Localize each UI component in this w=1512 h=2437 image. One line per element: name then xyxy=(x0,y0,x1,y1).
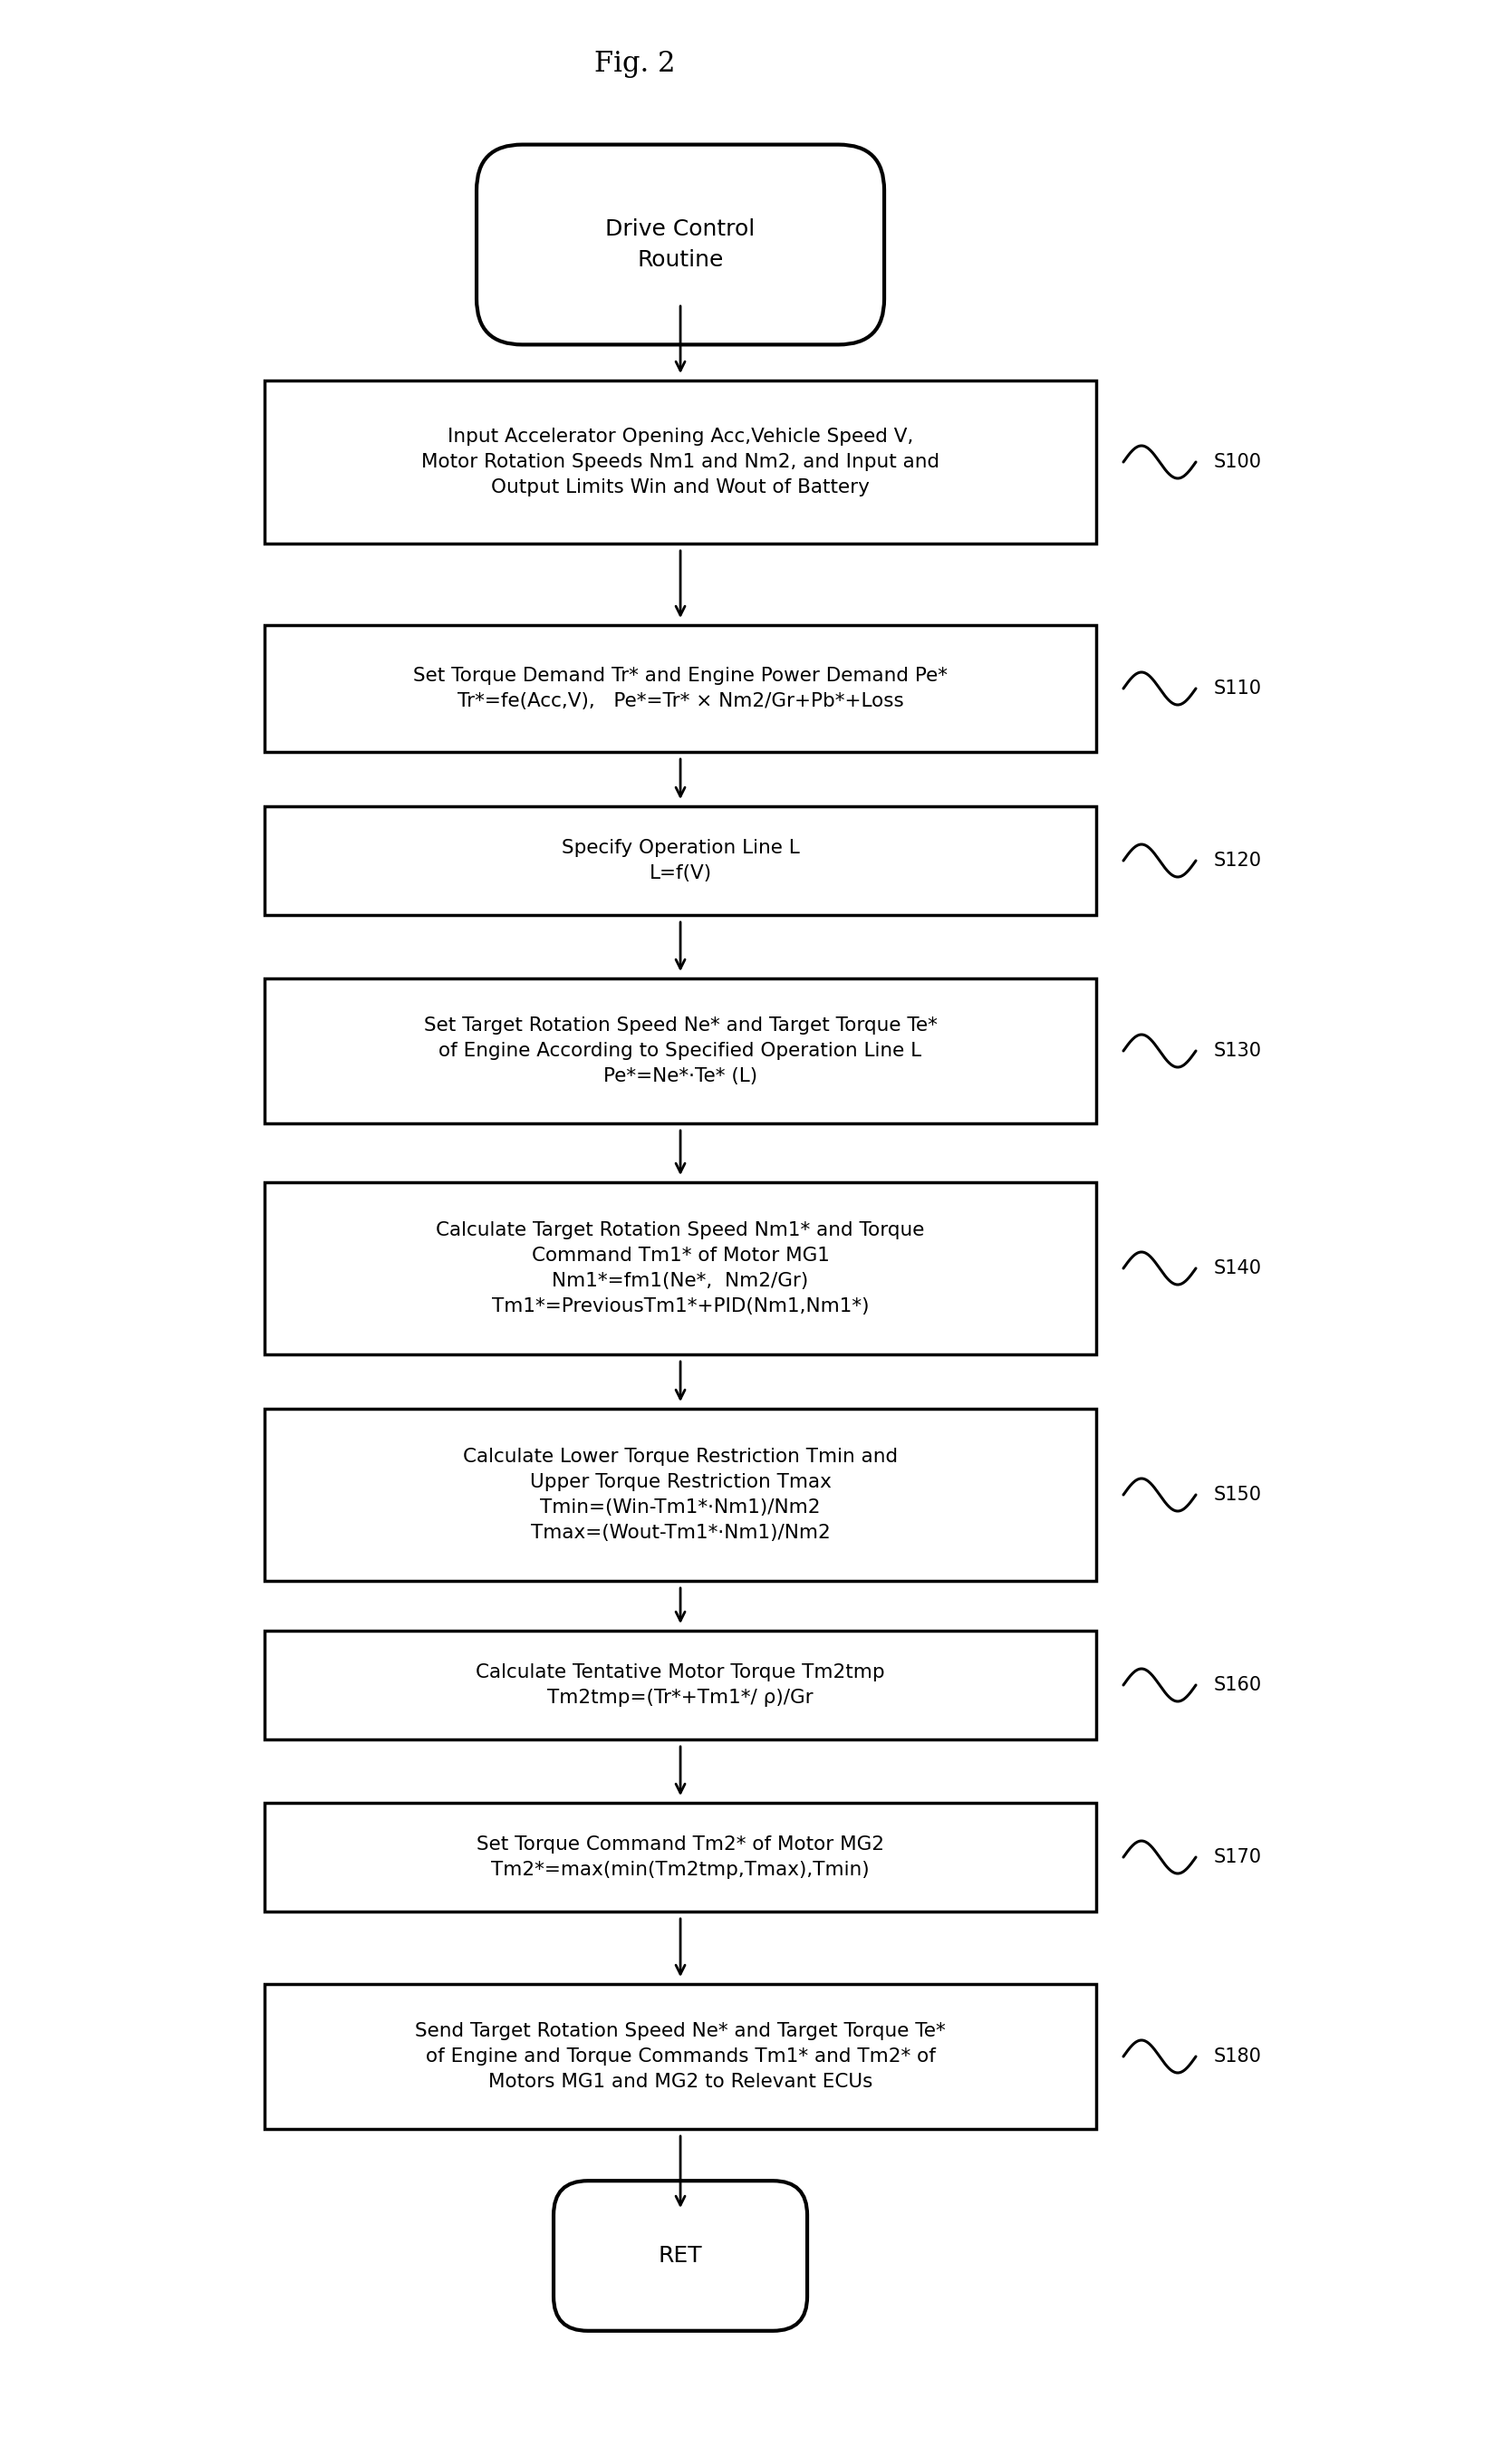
Text: Send Target Rotation Speed Ne* and Target Torque Te*
of Engine and Torque Comman: Send Target Rotation Speed Ne* and Targe… xyxy=(416,2023,945,2091)
Bar xyxy=(265,1803,1096,1911)
Text: Input Accelerator Opening Acc,Vehicle Speed V,
Motor Rotation Speeds Nm1 and Nm2: Input Accelerator Opening Acc,Vehicle Sp… xyxy=(422,426,939,497)
Text: Drive Control
Routine: Drive Control Routine xyxy=(605,219,756,271)
Text: Calculate Tentative Motor Torque Tm2tmp
Tm2tmp=(Tr*+Tm1*/ ρ)/Gr: Calculate Tentative Motor Torque Tm2tmp … xyxy=(476,1664,885,1706)
Text: S170: S170 xyxy=(1214,1847,1263,1867)
Text: RET: RET xyxy=(658,2244,703,2266)
Text: S100: S100 xyxy=(1214,453,1263,470)
Text: Fig. 2: Fig. 2 xyxy=(594,49,676,78)
Text: Set Torque Demand Tr* and Engine Power Demand Pe*
Tr*=fe(Acc,V),   Pe*=Tr* × Nm2: Set Torque Demand Tr* and Engine Power D… xyxy=(413,668,948,709)
FancyBboxPatch shape xyxy=(553,2181,807,2330)
Text: Set Target Rotation Speed Ne* and Target Torque Te*
of Engine According to Speci: Set Target Rotation Speed Ne* and Target… xyxy=(423,1016,937,1084)
Bar xyxy=(265,977,1096,1123)
Text: S180: S180 xyxy=(1214,2047,1263,2067)
Text: Specify Operation Line L
L=f(V): Specify Operation Line L L=f(V) xyxy=(561,838,800,882)
Text: Calculate Target Rotation Speed Nm1* and Torque
Command Tm1* of Motor MG1
Nm1*=f: Calculate Target Rotation Speed Nm1* and… xyxy=(435,1221,925,1316)
Bar xyxy=(265,1630,1096,1740)
Bar xyxy=(265,1984,1096,2130)
Bar xyxy=(265,1182,1096,1355)
Bar xyxy=(265,626,1096,753)
Text: S150: S150 xyxy=(1214,1487,1263,1504)
Text: S140: S140 xyxy=(1214,1260,1263,1277)
Text: S110: S110 xyxy=(1214,680,1263,697)
Text: S120: S120 xyxy=(1214,851,1263,870)
Bar xyxy=(265,807,1096,914)
Bar xyxy=(265,380,1096,543)
Text: S160: S160 xyxy=(1214,1677,1263,1694)
Bar xyxy=(265,1409,1096,1582)
Text: Set Torque Command Tm2* of Motor MG2
Tm2*=max(min(Tm2tmp,Tmax),Tmin): Set Torque Command Tm2* of Motor MG2 Tm2… xyxy=(476,1835,885,1879)
FancyBboxPatch shape xyxy=(476,144,885,344)
Text: S130: S130 xyxy=(1214,1043,1263,1060)
Text: Calculate Lower Torque Restriction Tmin and
Upper Torque Restriction Tmax
Tmin=(: Calculate Lower Torque Restriction Tmin … xyxy=(463,1448,898,1543)
